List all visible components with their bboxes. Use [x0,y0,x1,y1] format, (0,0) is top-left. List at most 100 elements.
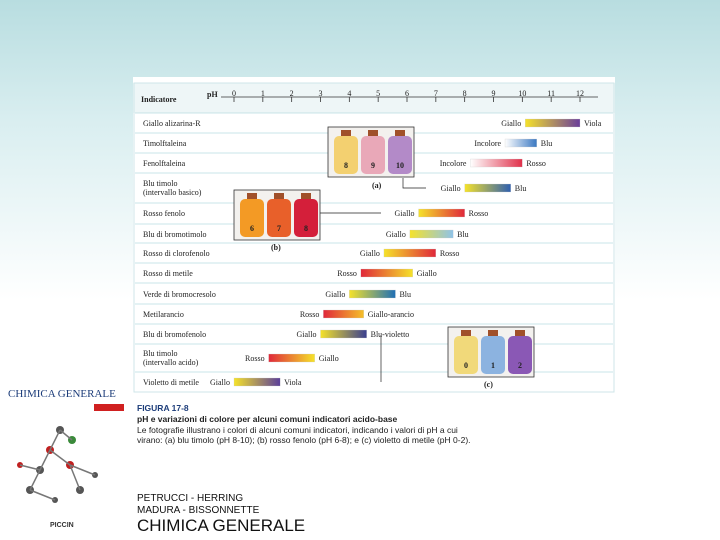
credits-book: CHIMICA GENERALE [137,516,306,535]
bottle-number: 10 [396,161,404,170]
bottle-number: 1 [491,361,495,370]
bottle-cap [274,193,284,199]
caption-text: Le fotografie illustrano i colori di alc… [137,425,471,445]
y-axis-label: Indicatore [141,95,177,104]
indicator-name: Fenolftaleina [143,159,186,168]
low-color-label: Giallo [210,378,230,387]
high-color-label: Blu [514,184,527,193]
low-color-label: Rosso [299,310,320,319]
indicator-name: Blu di bromofenolo [143,330,207,339]
bottle-number: 7 [277,224,281,233]
x-tick-label: 7 [433,89,438,98]
high-color-label: Giallo-arancio [367,310,414,319]
bottle-cap [488,330,498,336]
bottle-number: 8 [344,161,348,170]
bottle-cap [341,130,351,136]
bottle-cap [301,193,311,199]
range-bar [349,289,396,299]
indicator-name: Blu timolo (intervallo acido) [143,349,199,367]
indicator-name: Violetto di metile [143,378,199,387]
x-tick-label: 8 [462,89,467,98]
x-tick-label: 1 [260,89,265,98]
book-cover: CHIMICA GENERALE PICCIN [0,370,132,538]
bottle [361,136,385,174]
low-color-label: Incolore [474,139,502,148]
range-bar [418,208,465,218]
x-tick-label: 11 [547,89,555,98]
x-tick-label: 4 [347,89,352,98]
low-color-label: Giallo [385,230,406,239]
range-bar [525,118,581,128]
high-color-label: Blu-violetto [370,330,410,339]
credits-authors: PETRUCCI - HERRING [137,493,244,504]
indicator-name: Metilarancio [143,310,184,319]
connector [402,178,426,189]
high-color-label: Blu [399,290,412,299]
x-tick-label: 12 [576,89,584,98]
low-color-label: Giallo [440,184,461,193]
frame [133,82,615,393]
bottle-number: 9 [371,161,375,170]
range-bar [409,229,454,239]
indicator-name: Blu di bromotimolo [143,230,207,239]
caption-title: pH e variazioni di colore per alcuni com… [137,414,398,424]
bottle [334,136,358,174]
indicator-name: Blu timolo (intervallo basico) [143,179,202,197]
indicator-name: Rosso di clorofenolo [143,249,210,258]
figure: FIGURA 17-8 pH e variazioni di colore pe… [133,77,615,450]
photo-label: (a) [372,181,382,190]
bottle [454,336,478,374]
range-bar [360,268,413,278]
chart [133,82,615,393]
x-tick-label: 10 [518,89,527,98]
bottle [388,136,412,174]
x-tick-label: 2 [289,89,294,98]
x-tick-label: 3 [318,89,323,98]
high-color-label: Rosso [526,159,546,168]
bottle-number: 8 [304,224,308,233]
caption-figure: FIGURA 17-8 [137,403,189,413]
low-color-label: Incolore [439,159,467,168]
bottle [508,336,532,374]
range-bar [504,138,537,148]
credits-authors: MADURA - BISSONNETTE [137,505,260,516]
low-color-label: Giallo [325,290,346,299]
photo-label: (c) [484,380,493,389]
header-bg [133,83,615,113]
low-color-label: Rosso [245,354,265,363]
x-tick-label: 9 [491,89,496,98]
x-tick-label: 0 [232,89,236,98]
high-color-label: Rosso [468,209,489,218]
high-color-label: Viola [584,119,602,128]
bottle [240,199,264,237]
bottle-number: 0 [464,361,468,370]
low-color-label: Giallo [296,330,317,339]
range-bar [383,248,436,258]
x-axis-label: pH [207,90,218,99]
range-bar [233,377,281,387]
low-color-label: Giallo [501,119,522,128]
bottle-number: 6 [250,224,254,233]
molecule [17,426,98,503]
indicator-name: Rosso fenolo [143,209,185,218]
indicator-name: Verde di bromocresolo [143,290,216,299]
bottle-number: 2 [518,361,522,370]
bottle-cap [368,130,378,136]
range-bar [470,158,523,168]
indicator-name: Rosso di metile [143,269,193,278]
photo-label: (b) [271,243,281,252]
high-color-label: Rosso [439,249,460,258]
bottle-cap [515,330,525,336]
high-color-label: Blu [540,139,553,148]
low-color-label: Giallo [359,249,380,258]
bottle [267,199,291,237]
x-tick-label: 6 [405,89,409,98]
bottle [294,199,318,237]
range-bar [268,353,315,363]
low-color-label: Giallo [394,209,415,218]
range-bar [464,183,511,193]
indicator-name: Giallo alizarina-R [143,119,201,128]
high-color-label: Viola [284,378,302,387]
cover-badge [94,404,124,411]
